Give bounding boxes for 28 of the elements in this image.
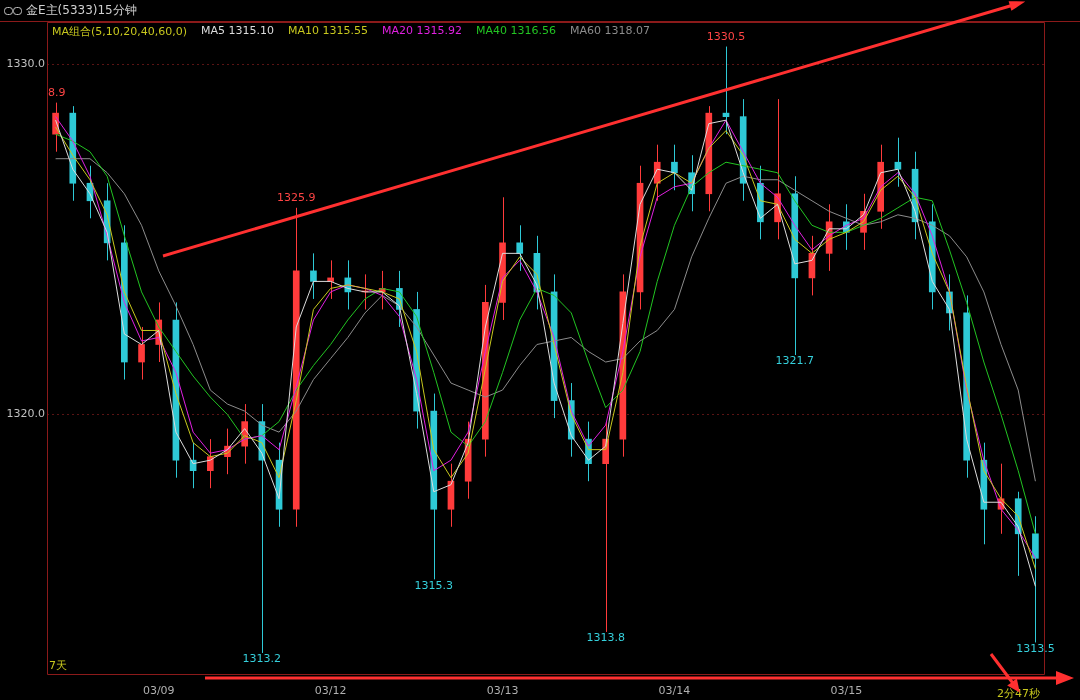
annotation: 1325.9: [277, 191, 316, 205]
annotation: 1315.3: [414, 578, 454, 592]
x-tick-label: 03/12: [314, 684, 347, 698]
annotation: 8.9: [48, 85, 66, 99]
candlestick: [516, 224, 524, 272]
text: 2分47秒: [997, 686, 1040, 700]
text: MA60 1318.07: [570, 24, 651, 39]
y-tick-label: 1320.0: [6, 407, 45, 421]
text: MA20 1315.92: [382, 24, 463, 39]
y-tick-label: 1330.0: [6, 56, 45, 70]
x-tick-label: 03/14: [658, 684, 691, 698]
candlestick: [206, 438, 214, 489]
x-tick-label: 03/13: [486, 684, 519, 698]
x-tick-label: 03/15: [830, 684, 863, 698]
candlestick: [671, 144, 678, 191]
annotation: 1313.8: [586, 631, 625, 645]
annotation: 7天: [49, 658, 67, 673]
x-tick-label: 03/09: [142, 684, 175, 698]
text: MA10 1315.55: [288, 24, 369, 39]
chart-title: 金E主(5333)15分钟: [26, 2, 137, 19]
text: MA40 1316.56: [476, 24, 557, 39]
annotation: 1313.2: [242, 652, 282, 666]
legend-title: MA组合(5,10,20,40,60,0): [52, 24, 188, 39]
annotation: 1321.7: [775, 354, 814, 368]
candlestick: [310, 252, 317, 300]
annotation: 1330.5: [706, 29, 746, 43]
candlestick: [138, 326, 145, 381]
text: MA5 1315.10: [201, 24, 275, 39]
